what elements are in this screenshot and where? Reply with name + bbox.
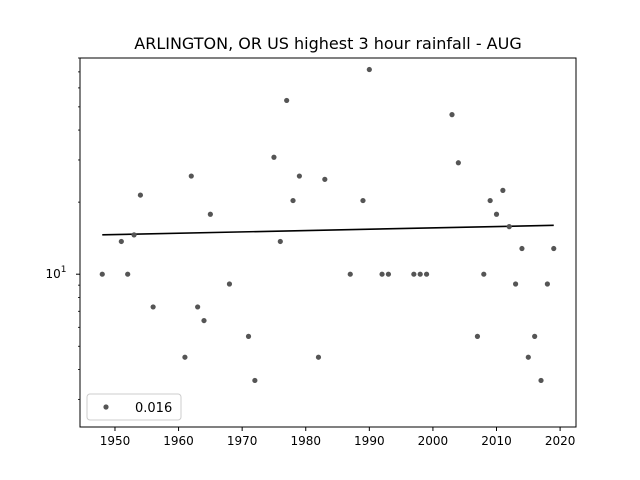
data-point	[525, 354, 531, 360]
data-point	[455, 160, 461, 166]
data-point	[195, 304, 201, 310]
axes: 1950 1960 1970 1980 1990 2000 2010 2020 101	[45, 57, 576, 448]
data-point	[182, 354, 188, 360]
data-point	[519, 245, 525, 252]
x-tick-label: 1980	[290, 434, 321, 448]
data-point	[201, 317, 207, 324]
data-point	[481, 271, 487, 277]
data-point	[347, 271, 353, 277]
data-point	[512, 281, 519, 287]
data-point	[252, 377, 258, 384]
data-point	[449, 112, 455, 118]
data-point	[207, 211, 213, 217]
data-point	[423, 271, 430, 277]
data-point	[99, 271, 105, 277]
data-point	[118, 238, 124, 245]
x-tick-label: 2010	[481, 434, 512, 448]
data-point	[322, 176, 328, 182]
data-point	[150, 304, 156, 310]
x-tick-label: 1990	[354, 434, 385, 448]
data-point	[538, 377, 544, 384]
legend-marker	[103, 404, 109, 410]
chart-title: ARLINGTON, OR US highest 3 hour rainfall…	[134, 34, 521, 53]
data-point	[500, 187, 506, 193]
data-point	[493, 211, 500, 217]
data-point	[544, 281, 550, 287]
data-point	[131, 232, 137, 238]
data-point	[487, 197, 493, 204]
data-point	[474, 333, 481, 339]
data-point	[379, 271, 385, 277]
data-point	[417, 271, 423, 277]
data-point	[137, 192, 144, 198]
data-point	[271, 154, 277, 160]
data-point	[532, 333, 538, 339]
data-point	[315, 354, 322, 360]
x-tick-label: 2020	[545, 434, 576, 448]
x-tick-label: 1960	[163, 434, 194, 448]
data-point	[226, 281, 233, 287]
data-point	[188, 173, 194, 179]
legend-box	[86, 393, 182, 421]
data-point	[385, 271, 392, 277]
x-tick-label: 2000	[418, 434, 449, 448]
x-tick-label: 1950	[100, 434, 131, 448]
x-tick-label: 1970	[227, 434, 258, 448]
plot-frame	[79, 57, 577, 428]
data-point	[284, 97, 290, 104]
data-point	[506, 224, 512, 230]
data-point	[290, 197, 296, 204]
legend-label: 0.016	[135, 401, 172, 416]
data-point	[296, 173, 302, 179]
legend: 0.016	[86, 393, 182, 421]
data-point	[277, 238, 283, 245]
data-point	[551, 245, 557, 252]
data-point	[245, 333, 252, 339]
data-point	[360, 197, 366, 204]
data-point	[411, 271, 417, 277]
plot-area	[99, 66, 557, 384]
data-point	[366, 66, 372, 73]
data-point	[125, 271, 131, 277]
trend-line	[102, 224, 554, 236]
y-tick-label: 101	[45, 265, 66, 281]
